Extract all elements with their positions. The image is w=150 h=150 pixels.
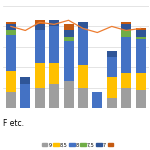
Bar — [20, 84, 30, 108]
Bar — [35, 20, 45, 24]
Bar — [20, 77, 30, 84]
Bar — [121, 37, 131, 73]
Bar — [6, 92, 16, 108]
Bar — [121, 73, 131, 88]
Bar — [49, 63, 59, 84]
Bar — [78, 65, 88, 88]
Bar — [107, 51, 117, 57]
Bar — [63, 41, 74, 81]
Bar — [6, 34, 16, 71]
Bar — [63, 81, 74, 108]
Bar — [107, 98, 117, 108]
Bar — [78, 22, 88, 28]
Bar — [35, 24, 45, 30]
Bar — [49, 26, 59, 63]
Bar — [121, 88, 131, 108]
Bar — [63, 24, 74, 30]
Bar — [92, 92, 102, 108]
Bar — [136, 28, 146, 30]
Bar — [6, 24, 16, 30]
Bar — [63, 37, 74, 41]
Bar — [107, 57, 117, 77]
Bar — [136, 73, 146, 90]
Bar — [49, 84, 59, 108]
Bar — [35, 63, 45, 88]
Bar — [6, 71, 16, 92]
Bar — [121, 24, 131, 30]
Bar — [136, 39, 146, 73]
Bar — [78, 88, 88, 108]
Bar — [136, 90, 146, 108]
Bar — [121, 30, 131, 37]
Bar — [49, 20, 59, 26]
Bar — [35, 30, 45, 63]
Bar — [78, 28, 88, 65]
Bar — [107, 77, 117, 98]
Bar — [121, 22, 131, 24]
Text: F etc.: F etc. — [3, 118, 24, 127]
Legend: 9, 8,5, 8, 7,5, 7, : 9, 8,5, 8, 7,5, 7, — [42, 142, 114, 148]
Bar — [6, 22, 16, 24]
Bar — [136, 37, 146, 39]
Bar — [35, 88, 45, 108]
Bar — [6, 30, 16, 34]
Bar — [63, 30, 74, 37]
Bar — [136, 30, 146, 37]
